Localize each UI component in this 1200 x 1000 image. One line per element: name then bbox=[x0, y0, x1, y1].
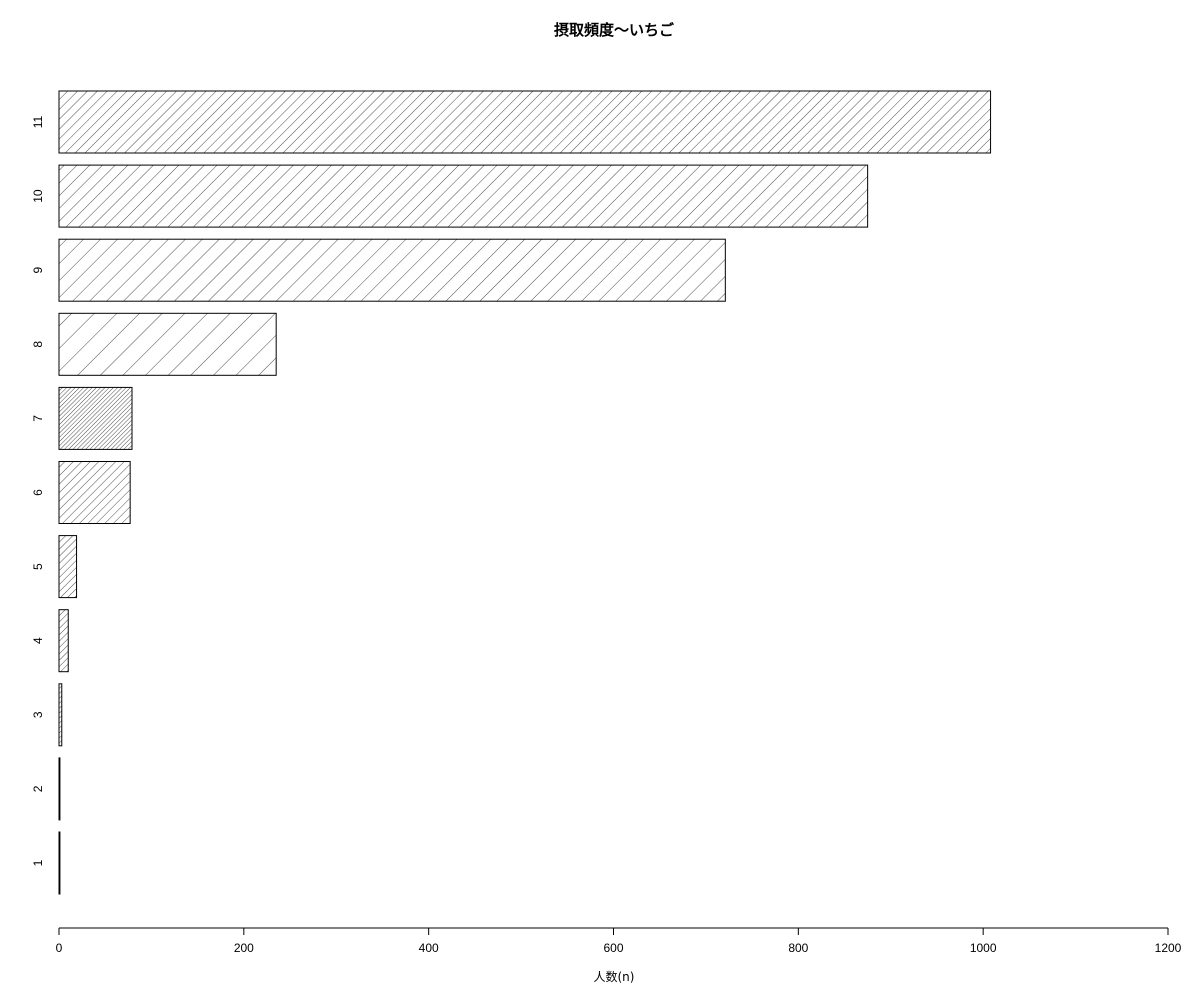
y-tick-label-8: 8 bbox=[31, 341, 45, 348]
x-tick-label-0: 0 bbox=[56, 941, 63, 955]
bar-7 bbox=[58, 386, 133, 450]
x-tick-label-600: 600 bbox=[603, 941, 623, 955]
x-tick-label-400: 400 bbox=[419, 941, 439, 955]
bar-9 bbox=[58, 238, 726, 302]
y-axis: 1 2 3 4 5 6 7 8 9 10 11 bbox=[31, 115, 45, 866]
x-tick-label-1000: 1000 bbox=[970, 941, 997, 955]
y-tick-label-4: 4 bbox=[31, 637, 45, 644]
y-tick-label-7: 7 bbox=[31, 415, 45, 422]
chart-title: 摂取頻度〜いちご bbox=[554, 21, 675, 39]
bar-1 bbox=[58, 831, 61, 895]
bar-6 bbox=[58, 461, 131, 524]
y-tick-label-1: 1 bbox=[31, 859, 45, 866]
x-axis: 0 200 400 600 800 1000 1200 bbox=[56, 927, 1182, 955]
bar-8 bbox=[58, 312, 277, 376]
y-tick-label-6: 6 bbox=[31, 489, 45, 496]
x-tick-label-200: 200 bbox=[234, 941, 254, 955]
bar-2 bbox=[58, 757, 61, 821]
bar-3 bbox=[58, 683, 63, 747]
y-tick-label-11: 11 bbox=[31, 115, 45, 128]
bar-4 bbox=[58, 609, 69, 673]
y-tick-label-5: 5 bbox=[31, 563, 45, 570]
bar-11 bbox=[58, 90, 992, 154]
bar-10 bbox=[58, 164, 869, 228]
bar-5 bbox=[58, 535, 78, 599]
y-tick-label-3: 3 bbox=[31, 711, 45, 718]
y-tick-label-10: 10 bbox=[31, 189, 45, 203]
x-axis-label: 人数(n) bbox=[594, 969, 635, 984]
y-tick-label-2: 2 bbox=[31, 785, 45, 792]
bars bbox=[58, 90, 992, 895]
x-tick-label-1200: 1200 bbox=[1155, 941, 1182, 955]
y-tick-label-9: 9 bbox=[31, 267, 45, 274]
x-tick-label-800: 800 bbox=[788, 941, 808, 955]
